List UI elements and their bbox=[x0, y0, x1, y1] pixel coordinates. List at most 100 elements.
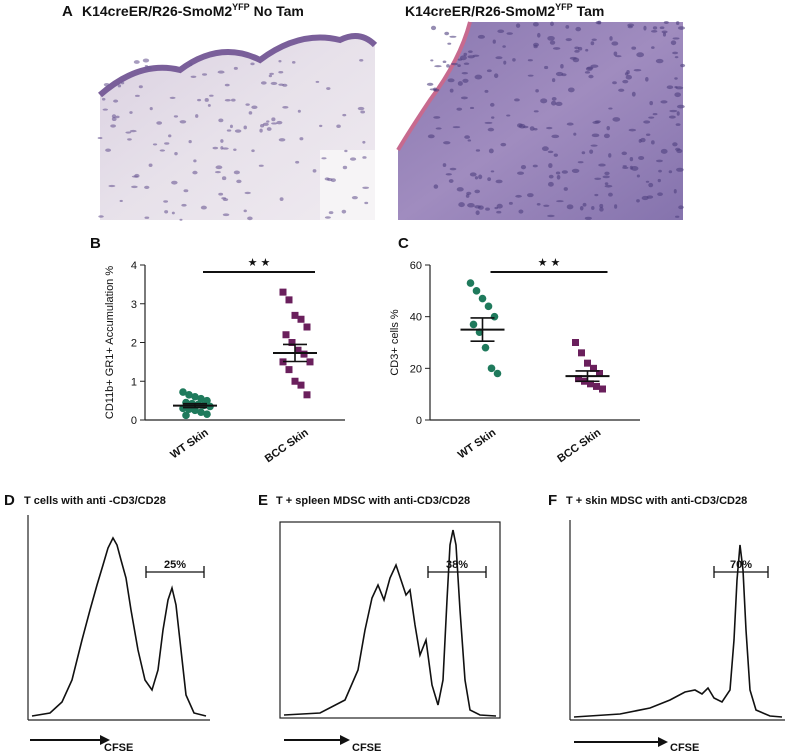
nucleus bbox=[250, 62, 255, 66]
nucleus bbox=[456, 187, 464, 192]
data-point bbox=[484, 302, 493, 311]
nucleus bbox=[608, 153, 612, 158]
nucleus bbox=[553, 153, 558, 157]
nucleus bbox=[547, 35, 555, 41]
gate-label: 25% bbox=[164, 559, 186, 571]
nucleus bbox=[494, 206, 499, 210]
nucleus bbox=[362, 156, 367, 159]
nucleus bbox=[500, 142, 507, 147]
nucleus bbox=[430, 25, 437, 31]
nucleus bbox=[618, 88, 625, 92]
nucleus bbox=[556, 174, 561, 180]
nucleus bbox=[458, 202, 465, 208]
nucleus bbox=[484, 89, 489, 93]
data-point bbox=[469, 320, 478, 329]
nucleus bbox=[474, 176, 479, 180]
nucleus bbox=[260, 81, 267, 85]
nucleus bbox=[551, 134, 560, 139]
data-point bbox=[179, 388, 187, 396]
nucleus bbox=[174, 151, 178, 156]
nucleus bbox=[657, 192, 663, 196]
nucleus bbox=[496, 203, 503, 209]
nucleus bbox=[460, 96, 468, 100]
nucleus bbox=[676, 167, 684, 172]
nucleus bbox=[168, 134, 172, 138]
nucleus bbox=[224, 83, 230, 87]
nucleus bbox=[312, 169, 317, 173]
data-point bbox=[575, 375, 582, 383]
histogram bbox=[31, 536, 207, 717]
nucleus bbox=[209, 94, 214, 97]
nucleus bbox=[469, 106, 475, 110]
nucleus bbox=[590, 41, 595, 46]
y-axis-label: CD11b+ GR1+ Accumulation % bbox=[104, 266, 116, 419]
nucleus bbox=[547, 214, 555, 218]
nucleus bbox=[674, 56, 679, 59]
nucleus bbox=[636, 52, 644, 58]
nucleus bbox=[359, 58, 364, 62]
flow-panel bbox=[27, 515, 210, 745]
nucleus bbox=[336, 124, 341, 129]
nucleus bbox=[131, 185, 138, 189]
nucleus bbox=[192, 170, 198, 175]
data-point bbox=[300, 350, 308, 358]
nucleus bbox=[282, 105, 289, 109]
y-tick-label: 4 bbox=[131, 260, 137, 272]
data-point bbox=[285, 366, 293, 374]
nucleus bbox=[133, 60, 140, 64]
nucleus bbox=[604, 184, 613, 188]
nucleus bbox=[243, 125, 247, 130]
nucleus bbox=[548, 174, 554, 179]
nucleus bbox=[243, 209, 247, 213]
nucleus bbox=[467, 203, 475, 208]
nucleus bbox=[631, 91, 636, 97]
data-point bbox=[303, 323, 311, 331]
nucleus bbox=[514, 98, 520, 102]
nucleus bbox=[544, 65, 549, 70]
nucleus bbox=[613, 51, 618, 56]
nucleus bbox=[446, 64, 450, 68]
nucleus bbox=[433, 87, 437, 92]
nucleus bbox=[457, 64, 461, 68]
nucleus bbox=[193, 159, 197, 163]
nucleus bbox=[674, 77, 678, 80]
data-point bbox=[481, 343, 490, 352]
panel-letter: D bbox=[4, 492, 15, 509]
nucleus bbox=[487, 177, 492, 182]
nucleus bbox=[443, 141, 451, 145]
nucleus bbox=[631, 46, 637, 50]
nucleus bbox=[532, 164, 538, 168]
nucleus bbox=[651, 30, 658, 33]
nucleus bbox=[575, 26, 582, 32]
nucleus bbox=[589, 149, 594, 154]
data-point bbox=[191, 392, 199, 401]
nucleus bbox=[536, 203, 541, 206]
nucleus bbox=[164, 210, 169, 214]
nucleus bbox=[676, 111, 680, 116]
nucleus bbox=[591, 133, 600, 138]
nucleus bbox=[517, 171, 525, 175]
nucleus bbox=[675, 21, 680, 25]
nucleus bbox=[248, 111, 253, 115]
nucleus bbox=[220, 146, 224, 150]
nucleus bbox=[658, 169, 662, 173]
nucleus bbox=[603, 133, 610, 139]
data-point bbox=[279, 288, 287, 296]
nucleus bbox=[245, 103, 250, 106]
nucleus bbox=[495, 179, 503, 184]
nucleus bbox=[533, 44, 538, 49]
y-tick-label: 0 bbox=[416, 415, 422, 427]
panel-letter: E bbox=[258, 492, 268, 509]
nucleus bbox=[190, 75, 197, 78]
nucleus bbox=[588, 74, 594, 79]
nucleus bbox=[591, 206, 595, 210]
nucleus bbox=[179, 218, 183, 221]
nucleus bbox=[584, 71, 591, 74]
error-bar bbox=[575, 370, 600, 383]
nucleus bbox=[680, 63, 686, 68]
nucleus bbox=[98, 215, 104, 218]
nucleus bbox=[464, 135, 470, 139]
nucleus bbox=[195, 114, 199, 118]
nucleus bbox=[672, 37, 680, 40]
nucleus bbox=[608, 107, 613, 110]
